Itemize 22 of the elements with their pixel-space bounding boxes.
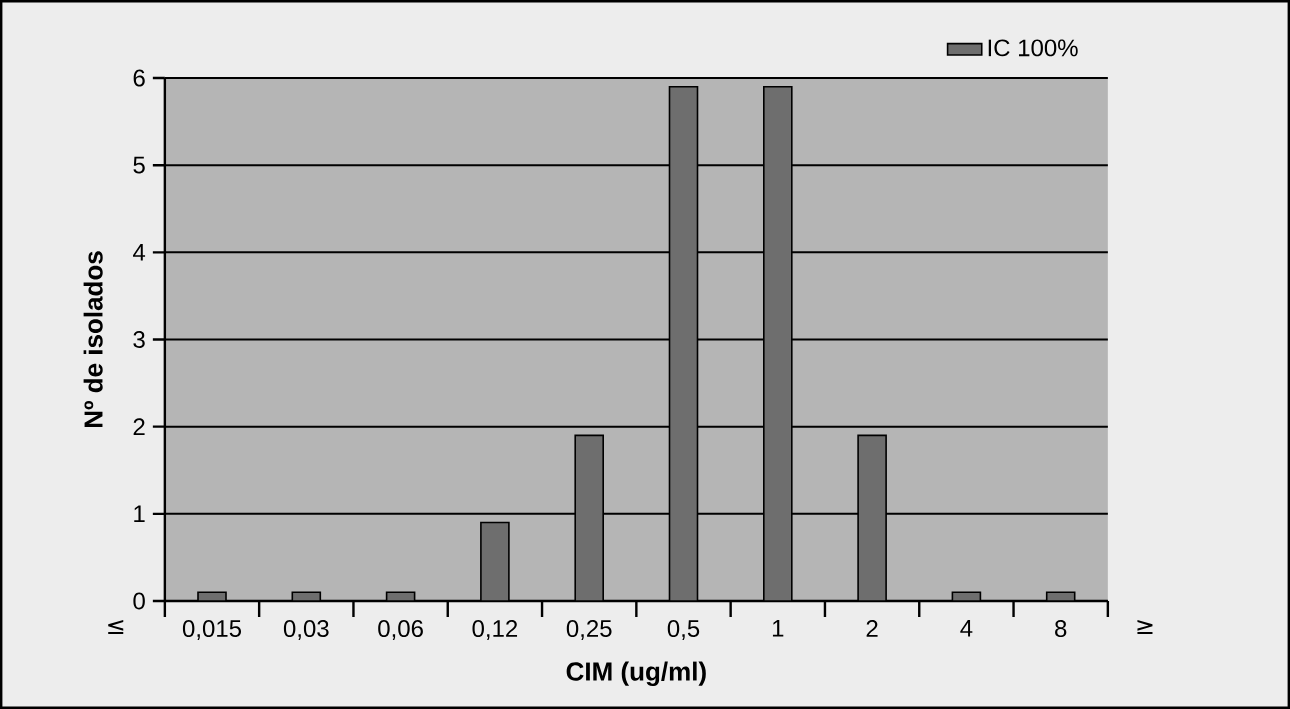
text: ≤ — [108, 620, 124, 635]
y-tick-label: 0 — [133, 592, 145, 610]
x-tick-label: 0,06 — [378, 620, 423, 640]
x-tick-label: 0,5 — [667, 620, 700, 640]
x-tick-label: 0,03 — [283, 620, 329, 640]
legend-label: IC 100% — [988, 39, 1078, 57]
x-tick-label: 0,12 — [472, 620, 518, 640]
x-tick-label: 1 — [772, 620, 784, 637]
x-tick-label: 8 — [1055, 620, 1067, 638]
y-tick-label: 3 — [133, 331, 145, 348]
y-tick-label: 1 — [134, 505, 145, 523]
x-tick-label: 4 — [960, 620, 973, 637]
y-tick-label: 2 — [133, 418, 145, 436]
y-axis-title: Nº de isolados — [83, 251, 103, 428]
x-tick-label: 2 — [866, 620, 878, 637]
text: ≥ — [1137, 620, 1153, 635]
y-tick-label: 5 — [133, 156, 145, 174]
y-tick-label: 6 — [133, 69, 145, 87]
x-tick-label: 0,015 — [182, 620, 242, 640]
x-axis-title: CIM (ug/ml) — [566, 661, 706, 686]
y-tick-label: 4 — [133, 244, 146, 261]
x-tick-label: 0,25 — [566, 620, 612, 640]
